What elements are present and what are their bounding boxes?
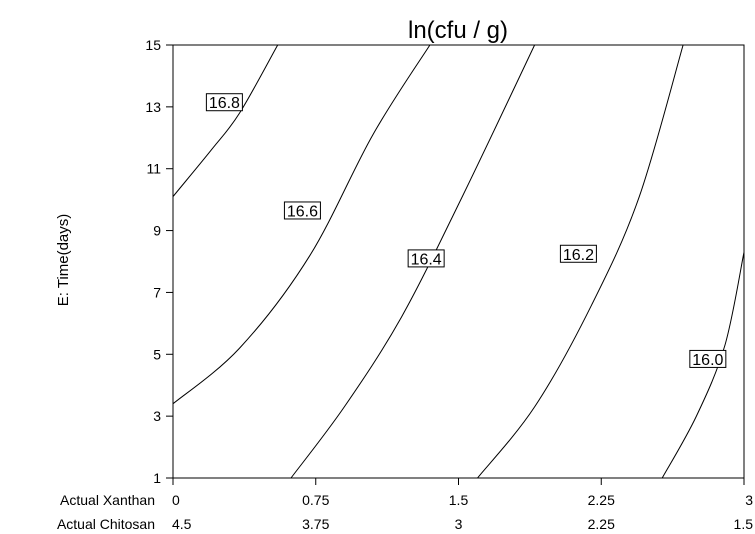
contour-line bbox=[477, 44, 684, 479]
chart-title: ln(cfu / g) bbox=[408, 17, 508, 44]
x-tick-label: 2.25 bbox=[588, 516, 615, 532]
contour-label-box bbox=[559, 244, 597, 263]
contour-labels: 16.8 16.6 16.4 16.2 16.0 bbox=[205, 93, 727, 369]
contour-label-box bbox=[689, 349, 727, 368]
plot-frame bbox=[172, 44, 745, 479]
x-tick-label: 1.5 bbox=[734, 516, 754, 532]
x-tick-label: 0.75 bbox=[302, 492, 329, 508]
contour-layer bbox=[172, 44, 745, 479]
contour-label: 16.4 bbox=[411, 251, 442, 268]
x-row-label: Actual Xanthan bbox=[60, 492, 155, 508]
contour-label-box bbox=[283, 201, 321, 220]
contour-line bbox=[172, 44, 431, 405]
contour-label: 16.2 bbox=[563, 247, 594, 264]
x-tick-label: 4.5 bbox=[172, 516, 192, 532]
y-tick-label: 3 bbox=[153, 408, 161, 424]
x-tick-label: 0 bbox=[172, 492, 180, 508]
y-tick-label: 5 bbox=[153, 346, 161, 362]
contour-label: 16.0 bbox=[692, 352, 723, 369]
contour-label: 16.6 bbox=[287, 203, 318, 220]
y-tick-label: 11 bbox=[146, 161, 161, 177]
x-tick-label: 3 bbox=[745, 492, 753, 508]
contour-line bbox=[290, 44, 536, 479]
contour-label: 16.8 bbox=[209, 95, 240, 112]
y-tick-label: 9 bbox=[153, 223, 161, 239]
y-tick-label: 7 bbox=[153, 284, 161, 300]
y-axis-label: E: Time(days) bbox=[55, 214, 72, 307]
contour-line bbox=[661, 252, 745, 479]
y-tick-label: 1 bbox=[153, 470, 161, 486]
x-tick-label: 2.25 bbox=[588, 492, 615, 508]
contour-label-box bbox=[407, 249, 445, 268]
x-tick-label: 1.5 bbox=[449, 492, 469, 508]
x-tick-label: 3.75 bbox=[302, 516, 329, 532]
y-tick-label: 15 bbox=[145, 37, 161, 53]
contour-label-box bbox=[205, 93, 243, 112]
x-tick-label: 3 bbox=[455, 516, 463, 532]
x-axis: Actual Xanthan 0 0.75 1.5 2.25 3 Actual Chitos… bbox=[57, 478, 753, 532]
y-tick-label: 13 bbox=[145, 99, 161, 115]
x-row-label: Actual Chitosan bbox=[57, 516, 155, 532]
contour-line bbox=[172, 44, 279, 197]
